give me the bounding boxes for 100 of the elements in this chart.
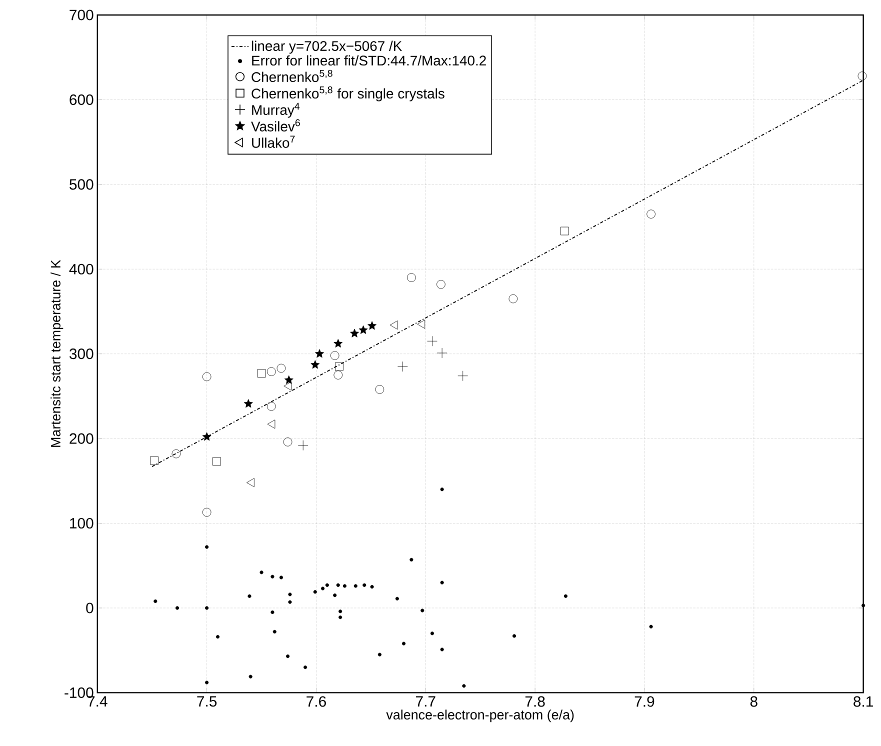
point <box>436 280 446 289</box>
point <box>335 362 344 371</box>
point <box>436 348 448 358</box>
point <box>321 586 325 590</box>
point <box>330 351 340 360</box>
point <box>333 593 337 598</box>
point <box>244 399 253 408</box>
point <box>646 210 656 218</box>
point <box>334 370 342 380</box>
point <box>358 325 368 334</box>
point <box>350 328 359 338</box>
point <box>334 339 343 348</box>
x-tick-label: 7.8 <box>525 696 545 707</box>
point <box>267 420 276 429</box>
point <box>336 583 340 587</box>
x-axis-title: valence-electron-per-atom (e/a) <box>386 710 574 722</box>
point <box>370 585 374 589</box>
point <box>458 370 468 382</box>
point <box>325 583 329 587</box>
point <box>150 456 158 465</box>
point <box>410 558 414 562</box>
y-tick-label: 700 <box>70 10 94 20</box>
point <box>284 375 294 384</box>
point <box>512 634 516 638</box>
y-axis-title: Martensitc start temperature / K <box>50 260 64 447</box>
point <box>283 438 292 446</box>
legend-label: linear y=702.5x−5067 /K <box>252 40 402 54</box>
point <box>397 361 408 372</box>
point <box>315 349 324 358</box>
point <box>378 652 382 656</box>
point <box>202 372 212 382</box>
point <box>270 610 274 614</box>
x-tick-label: 7.9 <box>634 696 654 707</box>
point <box>298 440 308 451</box>
point <box>202 432 212 441</box>
point <box>390 320 398 330</box>
point <box>564 594 568 598</box>
point <box>368 321 376 330</box>
point <box>862 604 866 608</box>
point <box>288 600 292 604</box>
point <box>858 72 867 80</box>
point <box>362 583 366 587</box>
point <box>175 606 180 610</box>
point <box>154 599 158 604</box>
y-tick-label: 600 <box>70 94 94 105</box>
legend-label: Ullako$^{7}$ <box>252 136 295 148</box>
point <box>508 294 518 304</box>
point <box>205 545 209 549</box>
point <box>248 674 252 678</box>
legend-label: Murray$^{4}$ <box>252 102 300 118</box>
x-tick-label: 7.7 <box>416 696 436 706</box>
point <box>216 634 220 639</box>
point <box>205 606 209 610</box>
x-tick-label: 7.5 <box>197 696 217 707</box>
point <box>284 382 292 391</box>
point <box>338 616 342 620</box>
point <box>440 580 444 584</box>
point <box>260 570 264 574</box>
legend-label: Chernenko$^{5,8}$ for single crystals <box>252 86 444 102</box>
point <box>395 596 399 600</box>
point <box>417 320 426 329</box>
point <box>276 364 286 373</box>
point <box>462 684 466 688</box>
y-tick-label: 0 <box>86 602 94 614</box>
point <box>270 574 274 578</box>
point <box>427 336 438 346</box>
legend-label: Chernenko$^{5,8}$ <box>252 70 332 82</box>
x-tick-label: 8 <box>750 696 758 707</box>
point <box>205 680 209 684</box>
y-tick-label: 400 <box>69 264 94 274</box>
point <box>279 576 284 580</box>
point <box>342 584 346 588</box>
y-tick-label: -100 <box>64 687 94 698</box>
point <box>266 367 276 376</box>
point <box>354 584 358 588</box>
point <box>172 449 181 458</box>
legend-label: Error for linear fit/STD:44.7/Max:140.2 <box>252 55 486 66</box>
point <box>560 226 569 236</box>
point <box>402 642 406 646</box>
point <box>313 590 317 594</box>
point <box>246 478 254 488</box>
point <box>266 402 276 411</box>
point <box>248 594 252 598</box>
x-tick-label: 8.1 <box>854 696 873 707</box>
point <box>272 630 276 634</box>
point <box>430 632 434 636</box>
point <box>338 610 342 614</box>
legend-label: Vasilev$^{6}$ <box>251 119 300 132</box>
y-tick-label: 100 <box>70 518 94 529</box>
point <box>303 665 308 670</box>
point <box>407 273 416 282</box>
y-tick-label: 500 <box>70 179 94 190</box>
point <box>440 488 444 492</box>
point <box>375 385 384 394</box>
y-tick-label: 200 <box>70 433 94 444</box>
point <box>257 369 266 378</box>
point <box>212 457 221 466</box>
point <box>202 508 212 517</box>
point <box>288 592 292 596</box>
point <box>440 648 444 652</box>
